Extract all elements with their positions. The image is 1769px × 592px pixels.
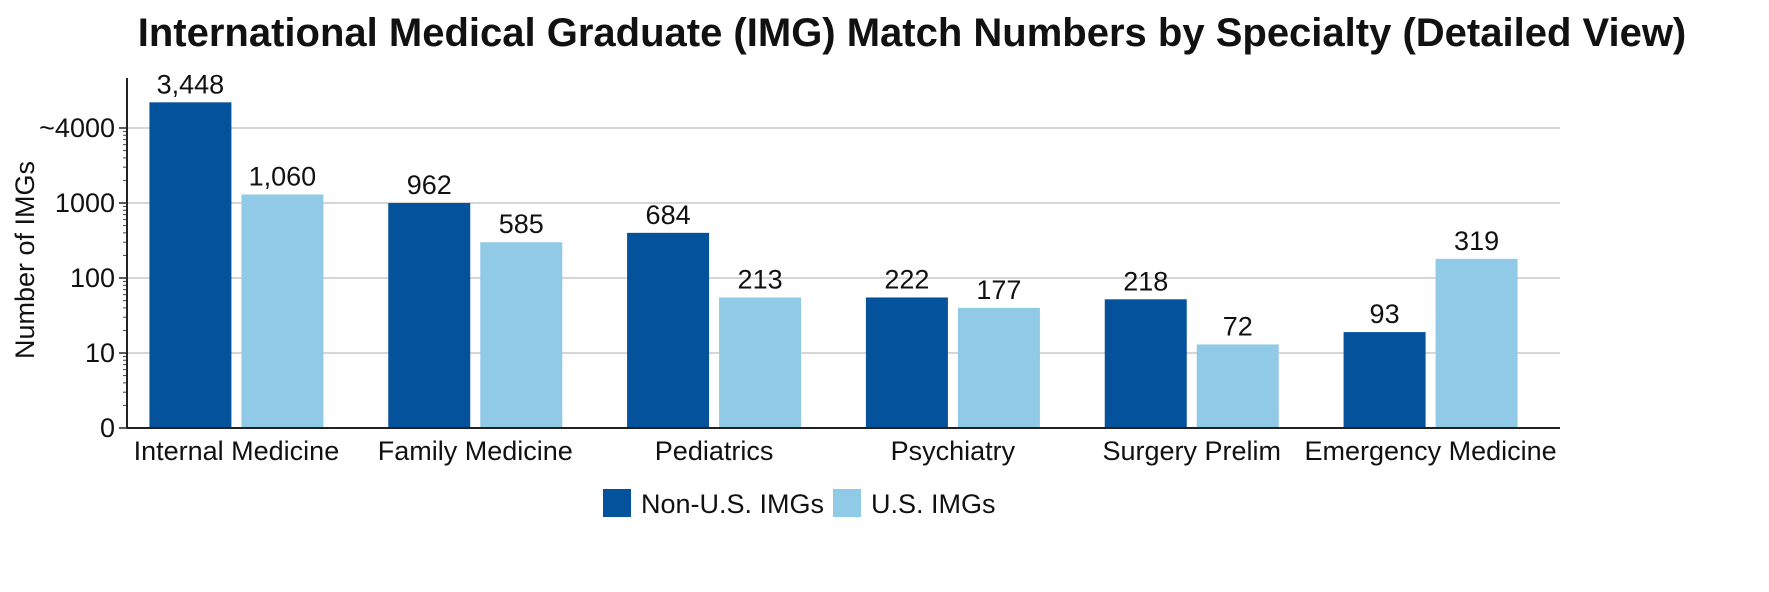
bar-non-us-imgs[interactable] [627, 232, 710, 428]
axes: 0 10 100 1000 ~4000 Internal Medicine Family M… [39, 78, 1560, 466]
bar-non-us-imgs[interactable] [149, 102, 232, 428]
y-axis-title: Number of IMGs [10, 161, 40, 359]
data-label: 1,060 [249, 161, 317, 191]
grid-lines [127, 127, 1560, 354]
x-tick-label: Family Medicine [378, 436, 573, 466]
y-tick-label: 1000 [55, 188, 115, 218]
legend-swatch [603, 489, 631, 517]
legend-swatch [833, 489, 861, 517]
data-label: 213 [738, 264, 783, 294]
data-label: 72 [1223, 311, 1253, 341]
x-tick-label: Psychiatry [891, 436, 1016, 466]
bar-us-imgs[interactable] [480, 242, 563, 428]
data-label: 684 [646, 200, 691, 230]
bar-us-imgs[interactable] [719, 297, 802, 428]
bar-us-imgs[interactable] [241, 194, 324, 428]
bar-us-imgs[interactable] [1196, 344, 1279, 428]
bar-non-us-imgs[interactable] [1343, 332, 1426, 428]
bar-us-imgs[interactable] [1435, 258, 1518, 428]
x-tick-label: Surgery Prelim [1102, 436, 1281, 466]
y-tick-label: 0 [100, 413, 115, 443]
data-label: 222 [884, 264, 929, 294]
bar-non-us-imgs[interactable] [1104, 299, 1187, 428]
data-label: 585 [499, 209, 544, 239]
y-tick-label: ~4000 [39, 113, 115, 143]
bar-group [149, 102, 1518, 428]
data-label: 177 [976, 275, 1021, 305]
x-tick-label: Internal Medicine [134, 436, 340, 466]
legend-label: Non-U.S. IMGs [641, 489, 824, 519]
bar-non-us-imgs[interactable] [865, 297, 948, 428]
data-label: 93 [1370, 299, 1400, 329]
chart-title: International Medical Graduate (IMG) Mat… [138, 11, 1687, 55]
x-tick-label: Emergency Medicine [1305, 436, 1557, 466]
bar-non-us-imgs[interactable] [388, 203, 471, 428]
y-tick-label: 100 [70, 263, 115, 293]
data-label: 319 [1454, 226, 1499, 256]
y-tick-label: 10 [85, 338, 115, 368]
x-tick-label: Pediatrics [655, 436, 774, 466]
data-labels: 3,448 1,060 962 585 684 213 222 177 218 72 93 319 [157, 69, 1499, 341]
bar-us-imgs[interactable] [957, 307, 1040, 428]
data-label: 3,448 [157, 69, 225, 99]
data-label: 962 [407, 170, 452, 200]
data-label: 218 [1123, 266, 1168, 296]
legend-item[interactable]: Non-U.S. IMGs [603, 489, 824, 519]
legend[interactable]: Non-U.S. IMGs U.S. IMGs [603, 489, 996, 519]
legend-item[interactable]: U.S. IMGs [833, 489, 996, 519]
legend-label: U.S. IMGs [871, 489, 996, 519]
